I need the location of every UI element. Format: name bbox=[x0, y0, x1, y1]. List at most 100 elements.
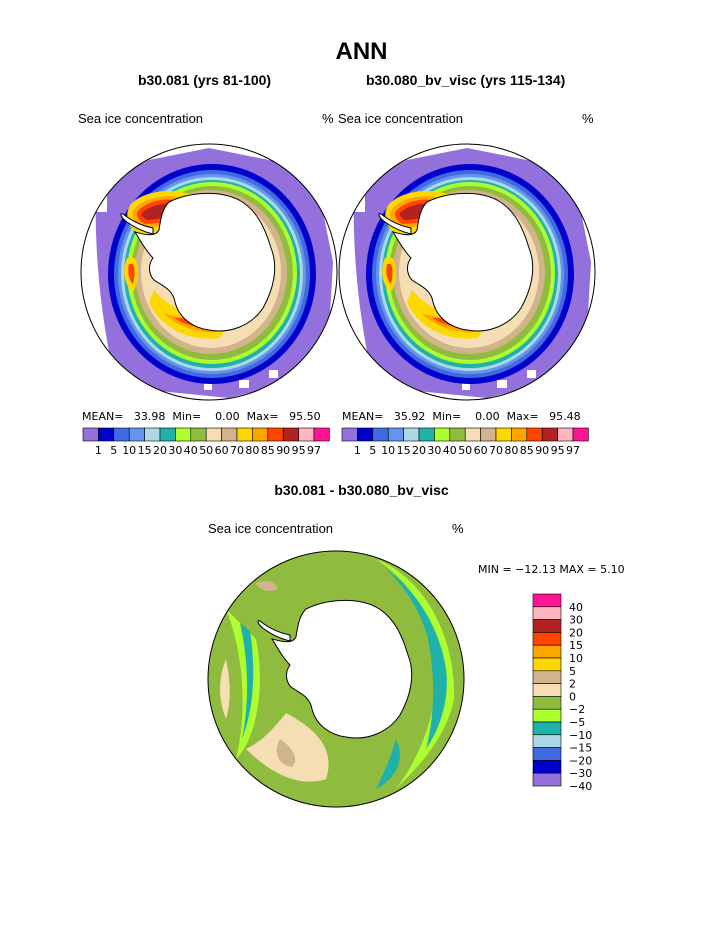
figure-title: ANN bbox=[335, 38, 388, 65]
colorbar-swatch bbox=[532, 708, 562, 723]
panel-left-variable: Sea ice concentration bbox=[78, 111, 204, 126]
colorbar-swatch bbox=[532, 760, 562, 774]
colorbar-swatch bbox=[532, 772, 562, 787]
colorbar-swatch bbox=[532, 747, 562, 761]
colorbar-tick-label: 70 bbox=[489, 444, 503, 457]
colorbar-tick-label: 97 bbox=[307, 444, 321, 457]
colorbar-swatch bbox=[511, 427, 528, 442]
colorbar-swatch bbox=[282, 427, 299, 442]
colorbar-swatch bbox=[372, 427, 389, 442]
colorbar-swatch bbox=[557, 427, 574, 442]
diff-title: b30.081 - b30.080_bv_visc bbox=[274, 482, 449, 498]
colorbar-tick-label: 60 bbox=[215, 444, 229, 457]
colorbar-tick-label: 15 bbox=[569, 639, 583, 652]
colorbar-tick-label: 0 bbox=[569, 690, 576, 703]
colorbar-swatch bbox=[159, 427, 176, 442]
colorbar-swatch bbox=[532, 670, 562, 684]
colorbar-tick-label: 80 bbox=[504, 444, 518, 457]
colorbar-tick-label: 50 bbox=[199, 444, 213, 457]
colorbar-tick-label: 50 bbox=[458, 444, 472, 457]
colorbar-swatch bbox=[298, 427, 315, 442]
colorbar-swatch bbox=[418, 427, 435, 442]
colorbar-swatch bbox=[532, 657, 562, 672]
colorbar-swatch bbox=[532, 721, 562, 736]
colorbar-swatch bbox=[128, 427, 145, 442]
colorbar-swatch bbox=[267, 427, 284, 442]
panel-left-stats: MEAN= 33.98 Min= 0.00 Max= 95.50 bbox=[82, 410, 321, 423]
colorbar-tick-label: 30 bbox=[569, 614, 583, 627]
colorbar-tick-label: 20 bbox=[569, 626, 583, 639]
colorbar-swatch bbox=[82, 427, 99, 442]
colorbar-tick-label: 90 bbox=[276, 444, 290, 457]
colorbar-tick-label: 95 bbox=[551, 444, 565, 457]
colorbar-swatch bbox=[495, 427, 512, 442]
colorbar-swatch bbox=[532, 619, 562, 633]
colorbar-swatch bbox=[480, 427, 497, 442]
colorbar-tick-label: 10 bbox=[122, 444, 136, 457]
map-left bbox=[80, 143, 338, 401]
map-right bbox=[338, 143, 596, 401]
colorbar-tick-label: 10 bbox=[381, 444, 395, 457]
colorbar-tick-label: 30 bbox=[427, 444, 441, 457]
diff-stats: MIN = −12.13 MAX = 5.10 bbox=[478, 563, 625, 576]
panel-left-title: b30.081 (yrs 81-100) bbox=[138, 72, 272, 88]
colorbar-left: 1 5 10 15 20 30 40 50 60 70 80 85 90 95 97 bbox=[82, 427, 330, 457]
colorbar-swatch bbox=[205, 427, 222, 442]
colorbar-swatch bbox=[532, 734, 562, 748]
colorbar-swatch bbox=[98, 427, 115, 442]
colorbar-swatch bbox=[532, 683, 562, 697]
colorbar-tick-label: 80 bbox=[245, 444, 259, 457]
colorbar-tick-label: 40 bbox=[184, 444, 198, 457]
colorbar-swatch bbox=[532, 632, 562, 646]
colorbar-swatch bbox=[449, 427, 466, 442]
panel-right-units: % bbox=[582, 111, 594, 126]
colorbar-swatch bbox=[175, 427, 192, 442]
colorbar-tick-label: 40 bbox=[443, 444, 457, 457]
colorbar-tick-label: −5 bbox=[569, 716, 585, 729]
colorbar-tick-label: −30 bbox=[569, 767, 592, 780]
colorbar-swatch bbox=[541, 427, 558, 442]
panel-right-variable: Sea ice concentration bbox=[338, 111, 464, 126]
colorbar-tick-label: 5 bbox=[369, 444, 376, 457]
colorbar-swatch bbox=[190, 427, 207, 442]
colorbar-tick-label: 70 bbox=[230, 444, 244, 457]
colorbar-swatch bbox=[313, 427, 330, 442]
panel-left-units: % bbox=[322, 111, 334, 126]
colorbar-tick-label: 85 bbox=[261, 444, 275, 457]
colorbar-swatch bbox=[532, 644, 562, 659]
colorbar-tick-label: 85 bbox=[520, 444, 534, 457]
diff-variable: Sea ice concentration bbox=[208, 521, 334, 536]
colorbar-tick-label: 10 bbox=[569, 652, 583, 665]
colorbar-tick-label: 20 bbox=[412, 444, 426, 457]
colorbar-tick-label: 95 bbox=[292, 444, 306, 457]
colorbar-tick-label: 90 bbox=[535, 444, 549, 457]
colorbar-tick-label: 15 bbox=[397, 444, 411, 457]
colorbar-right: 1 5 10 15 20 30 40 50 60 70 80 85 90 95 97 bbox=[341, 427, 589, 457]
colorbar-swatch bbox=[357, 427, 374, 442]
colorbar-swatch bbox=[532, 606, 562, 620]
colorbar-tick-label: 30 bbox=[168, 444, 182, 457]
colorbar-swatch bbox=[144, 427, 161, 442]
colorbar-tick-label: −15 bbox=[569, 742, 592, 755]
colorbar-swatch bbox=[532, 593, 562, 608]
colorbar-tick-label: −2 bbox=[569, 703, 585, 716]
colorbar-swatch bbox=[341, 427, 358, 442]
colorbar-swatch bbox=[252, 427, 269, 442]
colorbar-swatch bbox=[236, 427, 253, 442]
panel-right-title: b30.080_bv_visc (yrs 115-134) bbox=[366, 72, 566, 88]
colorbar-swatch bbox=[403, 427, 420, 442]
colorbar-tick-label: 1 bbox=[354, 444, 361, 457]
map-diff bbox=[207, 550, 465, 808]
colorbar-swatch bbox=[572, 427, 589, 442]
colorbar-tick-label: 5 bbox=[110, 444, 117, 457]
colorbar-tick-label: 97 bbox=[566, 444, 580, 457]
colorbar-tick-label: 20 bbox=[153, 444, 167, 457]
colorbar-tick-label: −40 bbox=[569, 780, 592, 793]
colorbar-swatch bbox=[532, 696, 562, 710]
colorbar-swatch bbox=[221, 427, 238, 442]
colorbar-tick-label: 1 bbox=[95, 444, 102, 457]
colorbar-tick-label: −20 bbox=[569, 754, 592, 767]
colorbar-tick-label: 15 bbox=[138, 444, 152, 457]
